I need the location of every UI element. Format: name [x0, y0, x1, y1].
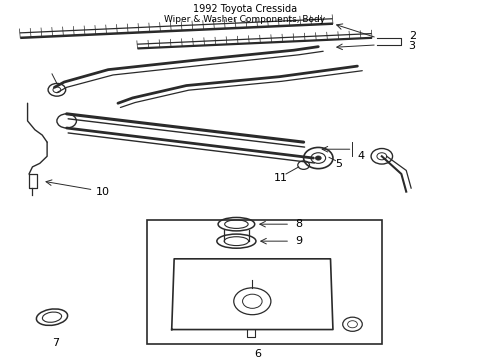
Text: 10: 10 — [96, 186, 110, 197]
Text: Wiper & Washer Components, Body: Wiper & Washer Components, Body — [165, 15, 325, 24]
Text: 2: 2 — [409, 31, 416, 41]
Text: 4: 4 — [357, 150, 365, 161]
Text: 7: 7 — [52, 338, 59, 348]
Text: 1992 Toyota Cressida: 1992 Toyota Cressida — [193, 4, 297, 14]
Text: 5: 5 — [335, 159, 343, 169]
Text: 6: 6 — [254, 349, 261, 359]
Text: 11: 11 — [274, 172, 288, 183]
Text: 9: 9 — [295, 236, 302, 246]
Circle shape — [316, 156, 321, 160]
Text: 8: 8 — [295, 219, 302, 229]
Text: 3: 3 — [409, 41, 416, 51]
Bar — [147, 220, 382, 344]
